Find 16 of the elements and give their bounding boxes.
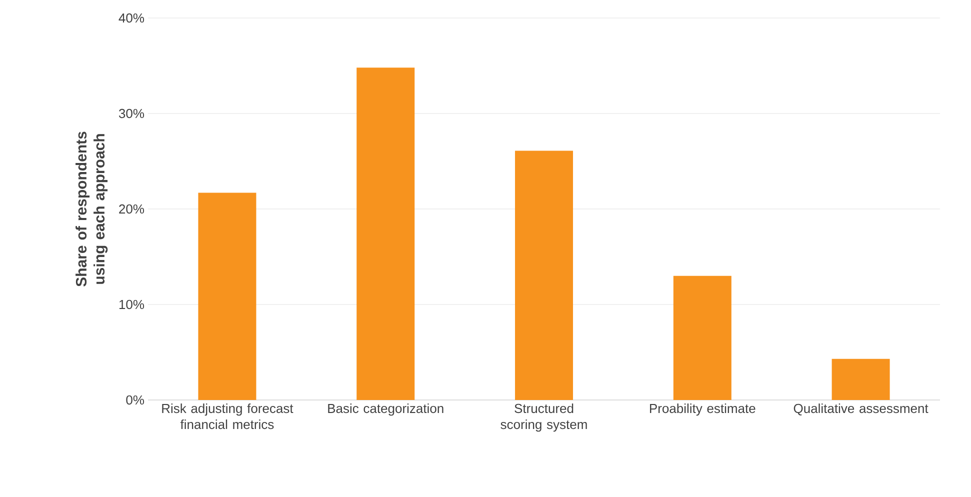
y-axis-title: Share of respondents using each approach bbox=[76, 132, 108, 286]
x-tick-label: Proability estimate bbox=[650, 404, 756, 416]
y-tick-label: 10% bbox=[119, 300, 144, 310]
x-tick-label: Qualitative assessment bbox=[794, 404, 928, 416]
y-tick-label: 40% bbox=[118, 13, 144, 23]
bar bbox=[832, 358, 890, 400]
bar bbox=[356, 68, 415, 400]
x-tick-label: Structured scoring system bbox=[500, 404, 587, 432]
x-tick-label: Basic categorization bbox=[328, 404, 444, 416]
bar bbox=[673, 276, 732, 400]
bar bbox=[515, 150, 574, 400]
bar bbox=[198, 192, 256, 400]
y-tick-label: 0% bbox=[126, 395, 144, 405]
x-tick-label: Risk adjusting forecast financial metrics bbox=[162, 404, 294, 430]
y-tick-label: 20% bbox=[119, 204, 144, 214]
y-tick-label: 30% bbox=[118, 108, 144, 118]
